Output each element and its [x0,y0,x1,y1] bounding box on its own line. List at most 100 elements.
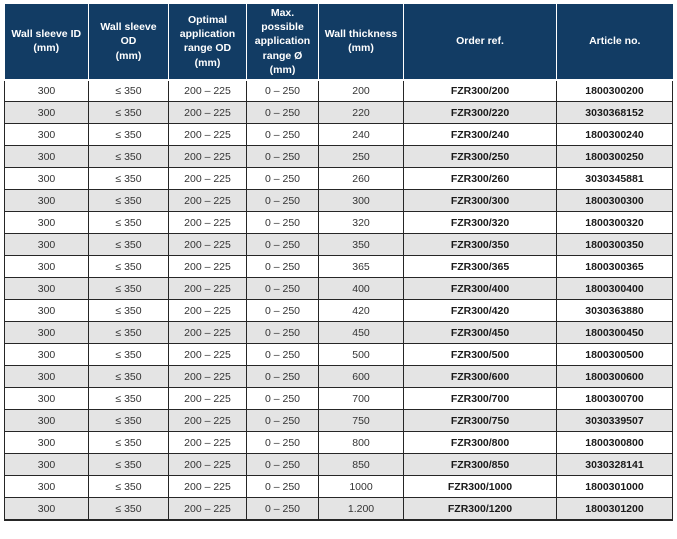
order-ref-cell: FZR300/365 [403,255,557,279]
order-ref-cell: FZR300/200 [403,79,557,103]
optimal-application-range-od-cell: 200 – 225 [168,101,247,125]
optimal-application-range-od-cell: 200 – 225 [168,387,247,411]
order-ref-cell: FZR300/1000 [403,475,557,499]
wall-sleeve-od-cell: ≤ 350 [88,497,169,521]
article-no-cell: 1800300200 [556,79,673,103]
wall-sleeve-od-cell: ≤ 350 [88,431,169,455]
wall-sleeve-od-cell: ≤ 350 [88,189,169,213]
wall-thickness-cell: 300 [318,189,404,213]
optimal-application-range-od-cell: 200 – 225 [168,189,247,213]
wall-thickness-cell: 220 [318,101,404,125]
max-possible-application-range-cell: 0 – 250 [246,431,319,455]
wall-thickness-cell: 800 [318,431,404,455]
max-possible-application-range-cell: 0 – 250 [246,299,319,323]
wall-thickness-cell: 600 [318,365,404,389]
wall-sleeve-od-cell: ≤ 350 [88,79,169,103]
table-row: 300 ≤ 350 200 – 225 0 – 250 220 FZR300/220 303… [4,101,673,125]
optimal-application-range-od-cell: 200 – 225 [168,167,247,191]
max-possible-application-range-cell: 0 – 250 [246,321,319,345]
wall-sleeve-od-cell: ≤ 350 [88,343,169,367]
wall-sleeve-id-cell: 300 [4,145,89,169]
optimal-application-range-od-cell: 200 – 225 [168,475,247,499]
article-no-cell: 1800300300 [556,189,673,213]
table-row: 300 ≤ 350 200 – 225 0 – 250 850 FZR300/850 303… [4,453,673,477]
table-body: 300 ≤ 350 200 – 225 0 – 250 200 FZR300/200 180… [4,79,673,521]
wall-sleeve-id-cell: 300 [4,321,89,345]
wall-sleeve-od-cell: ≤ 350 [88,321,169,345]
wall-thickness-cell: 200 [318,79,404,103]
order-ref-cell: FZR300/240 [403,123,557,147]
table-row: 300 ≤ 350 200 – 225 0 – 250 350 FZR300/350 180… [4,233,673,257]
wall-sleeve-od-cell: ≤ 350 [88,299,169,323]
optimal-application-range-od-cell: 200 – 225 [168,409,247,433]
wall-thickness-cell: 500 [318,343,404,367]
article-no-cell: 1800300450 [556,321,673,345]
table-row: 300 ≤ 350 200 – 225 0 – 250 365 FZR300/365 180… [4,255,673,279]
max-possible-application-range-cell: 0 – 250 [246,123,319,147]
optimal-application-range-od-cell: 200 – 225 [168,365,247,389]
max-possible-application-range-cell: 0 – 250 [246,475,319,499]
optimal-application-range-od-cell: 200 – 225 [168,277,247,301]
max-possible-application-range-cell: 0 – 250 [246,497,319,521]
wall-sleeve-od-cell: ≤ 350 [88,387,169,411]
wall-sleeve-id-cell: 300 [4,79,89,103]
article-no-cell: 1800300600 [556,365,673,389]
wall-sleeve-id-cell: 300 [4,189,89,213]
wall-sleeve-id-cell: 300 [4,497,89,521]
table-row: 300 ≤ 350 200 – 225 0 – 250 600 FZR300/600 180… [4,365,673,389]
wall-thickness-cell: 420 [318,299,404,323]
wall-thickness-cell: 1000 [318,475,404,499]
order-ref-cell: FZR300/350 [403,233,557,257]
max-possible-application-range-cell: 0 – 250 [246,233,319,257]
wall-sleeve-od-cell: ≤ 350 [88,233,169,257]
wall-sleeve-id-cell: 300 [4,365,89,389]
table-row: 300 ≤ 350 200 – 225 0 – 250 1.200 FZR300/1200… [4,497,673,521]
table-header-row: Wall sleeve ID (mm) Wall sleeve OD (mm) Op… [4,2,673,81]
table-row: 300 ≤ 350 200 – 225 0 – 250 450 FZR300/450 180… [4,321,673,345]
order-ref-cell: FZR300/400 [403,277,557,301]
max-possible-application-range-cell: 0 – 250 [246,277,319,301]
optimal-application-range-od-cell: 200 – 225 [168,343,247,367]
order-ref-cell: FZR300/450 [403,321,557,345]
wall-sleeve-od-cell: ≤ 350 [88,277,169,301]
article-no-cell: 1800300700 [556,387,673,411]
wall-sleeve-id-cell: 300 [4,475,89,499]
max-possible-application-range-cell: 0 – 250 [246,453,319,477]
order-ref-cell: FZR300/220 [403,101,557,125]
wall-thickness-cell: 350 [318,233,404,257]
wall-thickness-cell: 400 [318,277,404,301]
wall-thickness-cell: 320 [318,211,404,235]
column-header-wall-sleeve-od: Wall sleeve OD (mm) [88,2,169,81]
table-row: 300 ≤ 350 200 – 225 0 – 250 400 FZR300/400 180… [4,277,673,301]
wall-sleeve-spec-table: Wall sleeve ID (mm) Wall sleeve OD (mm) Op… [4,2,673,521]
order-ref-cell: FZR300/850 [403,453,557,477]
optimal-application-range-od-cell: 200 – 225 [168,211,247,235]
optimal-application-range-od-cell: 200 – 225 [168,255,247,279]
wall-sleeve-od-cell: ≤ 350 [88,365,169,389]
wall-sleeve-id-cell: 300 [4,101,89,125]
table-row: 300 ≤ 350 200 – 225 0 – 250 320 FZR300/320 180… [4,211,673,235]
column-header-max-possible-application-range: Max. possible application range Ø (mm) [246,2,319,81]
column-header-wall-thickness: Wall thickness (mm) [318,2,404,81]
optimal-application-range-od-cell: 200 – 225 [168,299,247,323]
wall-sleeve-id-cell: 300 [4,453,89,477]
optimal-application-range-od-cell: 200 – 225 [168,79,247,103]
wall-sleeve-od-cell: ≤ 350 [88,409,169,433]
table-row: 300 ≤ 350 200 – 225 0 – 250 750 FZR300/750 303… [4,409,673,433]
wall-sleeve-od-cell: ≤ 350 [88,145,169,169]
wall-thickness-cell: 1.200 [318,497,404,521]
wall-thickness-cell: 850 [318,453,404,477]
wall-thickness-cell: 260 [318,167,404,191]
table-row: 300 ≤ 350 200 – 225 0 – 250 240 FZR300/240 180… [4,123,673,147]
table-header: Wall sleeve ID (mm) Wall sleeve OD (mm) Op… [4,2,673,81]
article-no-cell: 1800300350 [556,233,673,257]
wall-sleeve-id-cell: 300 [4,123,89,147]
wall-sleeve-od-cell: ≤ 350 [88,255,169,279]
wall-sleeve-od-cell: ≤ 350 [88,453,169,477]
max-possible-application-range-cell: 0 – 250 [246,365,319,389]
article-no-cell: 1800301000 [556,475,673,499]
max-possible-application-range-cell: 0 – 250 [246,167,319,191]
order-ref-cell: FZR300/250 [403,145,557,169]
table-row: 300 ≤ 350 200 – 225 0 – 250 500 FZR300/500 180… [4,343,673,367]
wall-sleeve-od-cell: ≤ 350 [88,123,169,147]
